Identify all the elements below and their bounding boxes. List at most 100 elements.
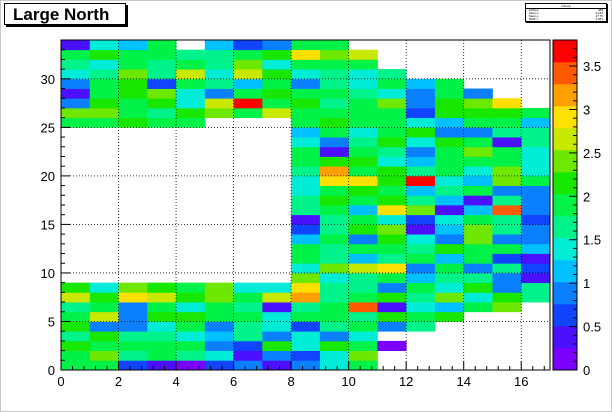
colorbar-tick-label: 0 [583,363,590,378]
stats-row: Mean x 9.154 [529,12,603,15]
heatmap-cell [434,302,465,313]
heatmap-cell [233,69,263,80]
heatmap-cell [147,69,177,80]
heatmap-cell [406,107,436,119]
heatmap-cell [291,340,321,351]
heatmap-cell [434,166,465,177]
heatmap-cell [348,360,378,371]
heatmap-cell [176,302,206,313]
heatmap-cell [118,331,148,342]
heatmap-cell [233,59,263,70]
heatmap-cell [61,49,91,60]
heatmap-cell [406,224,436,235]
heatmap-cell [434,214,465,225]
heatmap-cell [147,88,177,99]
heatmap-cell [319,311,350,322]
heatmap-cell [348,224,378,235]
heatmap-cell [176,331,206,342]
stats-box: hitmap Entries 489 Mean x 9.154 Mean y 1… [525,3,607,22]
heatmap-cell [348,117,378,128]
heatmap-cell [118,88,148,99]
heatmap-cell [492,205,522,216]
heatmap-cell [434,137,465,148]
x-tick-label: 4 [172,374,179,389]
stats-label: Mean y [529,14,539,18]
heatmap-cell [118,282,148,293]
heatmap-cell [291,253,321,264]
heatmap-cell [291,88,321,99]
heatmap-cell [492,224,522,235]
heatmap-cell [233,302,263,313]
heatmap-cell [291,185,321,196]
heatmap-cell [147,331,177,342]
heatmap-cell [233,78,263,89]
x-tick-label: 0 [57,374,64,389]
colorbar-bin [553,348,577,371]
heatmap-cell [61,350,91,361]
heatmap-cell [521,282,551,293]
heatmap-cell [463,292,493,303]
heatmap-cell [348,156,378,167]
heatmap-cell [406,98,436,109]
heatmap-cell [233,340,263,351]
heatmap-cell [492,272,522,284]
colorbar-bin [553,172,577,195]
heatmap-cell [319,175,350,186]
heatmap-cell [291,195,321,206]
heatmap-cell [291,272,321,284]
colorbar-tick-label: 1.5 [583,233,601,248]
heatmap-cell [377,166,407,177]
heatmap-cell [463,185,493,196]
heatmap-cell [319,88,350,99]
heatmap-cell [348,282,378,293]
heatmap-cell [406,185,436,196]
heatmap-cell [434,272,465,284]
colorbar-tick-label: 3.5 [583,59,601,74]
heatmap-cell [463,243,493,254]
colorbar-bin [553,216,577,239]
heatmap-cell [406,146,436,157]
heatmap-cell [406,117,436,128]
stats-row: Mean y 17.75 [529,15,603,18]
heatmap-cell [291,166,321,177]
heatmap-cell [204,78,234,89]
stats-value: 17.75 [595,14,603,18]
heatmap-cell [319,350,350,361]
heatmap-cell [348,321,378,332]
heatmap-cell [377,156,407,167]
heatmap-cell [147,49,177,60]
heatmap-cell [61,78,91,89]
heatmap-cell [319,78,350,89]
heatmap-cell [463,88,493,99]
heatmap-cell [521,234,551,245]
heatmap-cell [147,78,177,89]
heatmap-cell [233,360,263,371]
colorbar-tick-label: 2 [583,189,590,204]
heatmap-cell [492,166,522,177]
heatmap-cell [434,263,465,274]
chart-title: Large North [13,5,110,24]
heatmap-cell [377,88,407,99]
heatmap-cell [233,292,263,303]
heatmap-cell [61,331,91,342]
heatmap-cell [348,69,378,80]
heatmap-cell [406,205,436,216]
heatmap-cell [291,331,321,342]
heatmap-cell [377,292,407,303]
heatmap-cell [434,311,465,322]
heatmap-cell [147,117,177,128]
heatmap-cell [118,98,148,109]
x-tick-label: 14 [456,374,470,389]
heatmap-cell [291,98,321,109]
heatmap-cell [262,331,292,342]
heatmap-cell [521,292,551,303]
heatmap-cell [61,107,91,119]
heatmap-cell [319,224,350,235]
stats-value: 9.154 [595,11,603,15]
heatmap-cell [61,88,91,99]
heatmap-cell [492,137,522,148]
y-tick-label: 20 [41,169,55,184]
colorbar-bin [553,84,577,107]
heatmap-cell [377,234,407,245]
heatmap-cell [348,263,378,274]
